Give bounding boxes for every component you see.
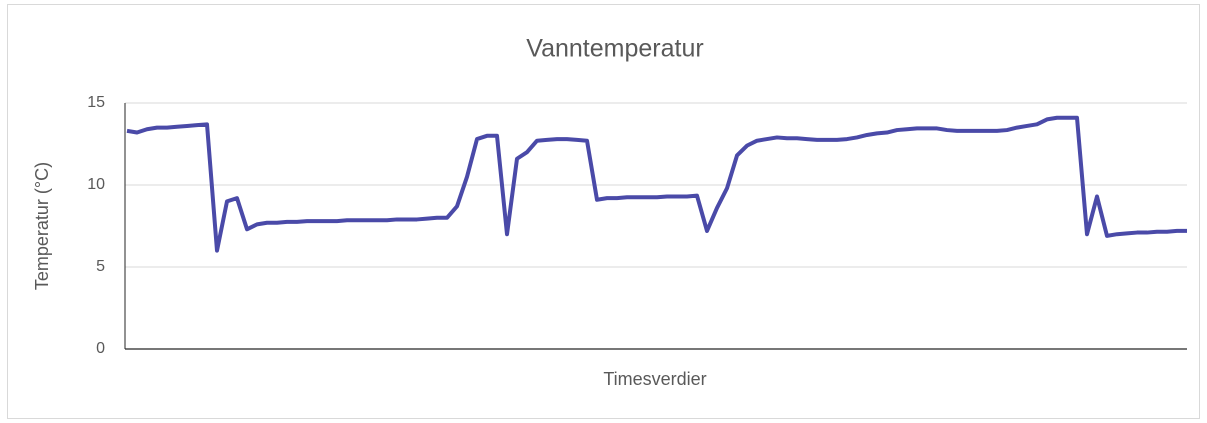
data-line <box>126 115 1187 253</box>
y-tick-label: 0 <box>96 340 105 357</box>
y-tick-label: 5 <box>96 258 105 275</box>
chart-frame <box>7 4 1200 419</box>
y-tick-label: 10 <box>87 176 105 193</box>
y-tick-label: 15 <box>87 94 105 111</box>
chart-title: Vanntemperatur <box>526 35 703 63</box>
y-axis-label: Temperatur (°C) <box>32 162 52 290</box>
x-axis-label: Timesverdier <box>603 369 706 389</box>
